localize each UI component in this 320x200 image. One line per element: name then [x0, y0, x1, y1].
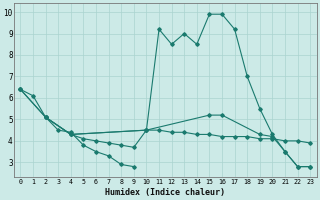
X-axis label: Humidex (Indice chaleur): Humidex (Indice chaleur): [105, 188, 225, 197]
